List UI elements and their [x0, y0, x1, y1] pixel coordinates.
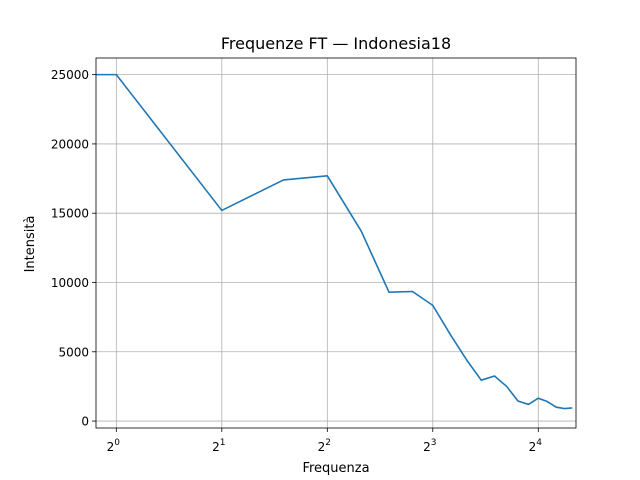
x-tick-exponent: 3: [431, 438, 437, 448]
y-tick-label: 25000: [51, 68, 89, 82]
y-tick-label: 5000: [58, 345, 89, 359]
y-tick-label: 10000: [51, 276, 89, 290]
series-line: [96, 73, 573, 410]
x-tick-exponent: 4: [536, 438, 542, 448]
plot-area: [96, 58, 576, 428]
x-tick-exponent: 0: [114, 438, 120, 448]
y-tick-label: 15000: [51, 207, 89, 221]
y-tick-label: 0: [81, 415, 89, 429]
grid-lines: [96, 58, 576, 428]
y-axis-label: Intensità: [23, 216, 38, 273]
chart-title: Frequenze FT — Indonesia18: [221, 34, 451, 53]
y-tick-label: 20000: [51, 137, 89, 151]
x-tick-exponent: 1: [220, 438, 226, 448]
x-axis-label: Frequenza: [302, 461, 369, 476]
series-lines: [96, 73, 573, 410]
x-tick-exponent: 2: [325, 438, 331, 448]
plot-frame: [95, 57, 577, 429]
